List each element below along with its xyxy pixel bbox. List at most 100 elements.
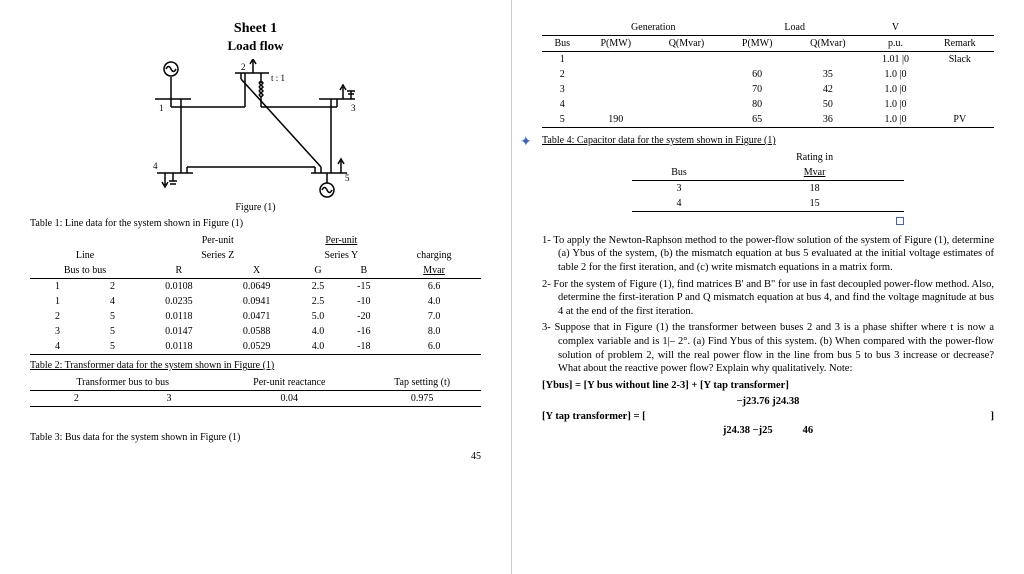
table3-caption: Table 3: Bus data for the system shown i… (30, 431, 481, 444)
table-cell (649, 67, 724, 82)
table-cell: 0.0529 (218, 339, 296, 355)
table-cell (649, 97, 724, 112)
table-cell: 7.0 (387, 309, 481, 324)
table-cell: 1 (542, 52, 583, 68)
table-cell: 4.0 (296, 339, 341, 355)
table-2: Transformer bus to bus Per-unit reactanc… (30, 375, 481, 407)
eq-ybus: [Ybus] = [Y bus without line 2-3] + [Y t… (542, 379, 994, 393)
table-cell: 2 (30, 309, 85, 324)
table-cell: 5 (85, 309, 140, 324)
table-cell: -15 (340, 279, 387, 295)
svg-text:3: 3 (351, 103, 356, 113)
t1-pu: Per-unit (140, 233, 296, 248)
table-cell: 4 (542, 97, 583, 112)
figure-1: 12 t : 1 345 (30, 59, 481, 199)
eq-ytap: [Y tap transformer] = [ ] (542, 410, 994, 424)
question-3: 3- Suppose that in Figure (1) the transf… (542, 321, 994, 376)
table-cell: 65 (724, 112, 790, 128)
table-cell: 5.0 (296, 309, 341, 324)
question-1: 1- To apply the Newton-Raphson method to… (542, 234, 994, 275)
table-cell: 5 (542, 112, 583, 128)
t1-puY: Per-unit (296, 233, 388, 248)
t2-pur: Per-unit reactance (215, 375, 363, 391)
table-cell: 50 (790, 97, 865, 112)
table-cell: 1.0 |0 (865, 112, 925, 128)
table-cell: 5 (85, 339, 140, 355)
eq-matrix-row1: −j23.76 j24.38 (542, 395, 994, 409)
t2-a: 2 (30, 391, 123, 407)
t4-rating: Rating in (726, 150, 904, 165)
t4-bus: Bus (632, 165, 725, 181)
table-cell: 0.0471 (218, 309, 296, 324)
table-cell (926, 97, 994, 112)
table-cell: -18 (340, 339, 387, 355)
t1-m: Mvar (387, 263, 481, 279)
table-cell: 0.0588 (218, 324, 296, 339)
t2-t: 0.975 (363, 391, 481, 407)
table-cell: 6.6 (387, 279, 481, 295)
t1-btb: Bus to bus (30, 263, 140, 279)
table-cell: 8.0 (387, 324, 481, 339)
page-45: Sheet 1 Load flow (0, 0, 512, 574)
t2-b: 3 (123, 391, 216, 407)
table-cell (583, 52, 649, 68)
t3-rem: Remark (926, 36, 994, 52)
table-cell: 2 (85, 279, 140, 295)
table-cell: 80 (724, 97, 790, 112)
t1-x: X (218, 263, 296, 279)
table-cell: 5 (85, 324, 140, 339)
t1-line: Line (30, 248, 140, 263)
table-cell: 0.0235 (140, 294, 218, 309)
t3-v: V (865, 20, 925, 36)
page-num-left: 45 (30, 450, 481, 463)
table-cell: 42 (790, 82, 865, 97)
sheet-subtitle: Load flow (30, 38, 481, 55)
t3-pmw2: P(MW) (724, 36, 790, 52)
t1-b: B (340, 263, 387, 279)
t4-mvar: Mvar (726, 165, 904, 181)
page-46: Generation Load V Bus P(MW) Q(Mvar) P(MW… (512, 0, 1024, 574)
marker-icon: ✦ (520, 134, 532, 152)
table-cell: 3 (542, 82, 583, 97)
table-cell: PV (926, 112, 994, 128)
table-cell (926, 82, 994, 97)
table-cell: 1.0 |0 (865, 67, 925, 82)
svg-text:t : 1: t : 1 (271, 73, 285, 83)
t3-pmw: P(MW) (583, 36, 649, 52)
table-cell: 0.0649 (218, 279, 296, 295)
t3-qmv: Q(Mvar) (649, 36, 724, 52)
eq-matrix-row2: j24.38 −j25 46 (542, 424, 994, 438)
table-cell: 1.01 |0 (865, 52, 925, 68)
table1-caption: Table 1: Line data for the system shown … (30, 217, 481, 230)
table-cell: 1.0 |0 (865, 97, 925, 112)
svg-text:5: 5 (345, 173, 350, 183)
table-cell (926, 67, 994, 82)
t2-x: 0.04 (215, 391, 363, 407)
t2-tap: Tap setting (t) (363, 375, 481, 391)
table-1: Per-unit Per-unit Line Series Z Series Y… (30, 233, 481, 355)
svg-text:2: 2 (241, 62, 246, 72)
table-cell: 15 (726, 196, 904, 212)
table2-caption: Table 2: Transformer data for the system… (30, 359, 481, 372)
table-cell (583, 97, 649, 112)
table-cell: 0.0108 (140, 279, 218, 295)
table-cell (583, 67, 649, 82)
t3-qmv2: Q(Mvar) (790, 36, 865, 52)
table-cell: 1.0 |0 (865, 82, 925, 97)
table-3: Generation Load V Bus P(MW) Q(Mvar) P(MW… (542, 20, 994, 128)
table-cell (649, 82, 724, 97)
table-cell: 1 (30, 279, 85, 295)
table-cell: 0.0941 (218, 294, 296, 309)
table-cell: 0.0147 (140, 324, 218, 339)
table-cell: 4.0 (296, 324, 341, 339)
table-cell: 0.0118 (140, 309, 218, 324)
table-cell: 60 (724, 67, 790, 82)
selection-handle-icon (896, 217, 904, 225)
eq-l: [Y tap transformer] = [ (542, 410, 646, 424)
table-cell: 2.5 (296, 279, 341, 295)
table-cell: 4 (30, 339, 85, 355)
table-cell: 1 (30, 294, 85, 309)
table-cell (724, 52, 790, 68)
table-cell (649, 112, 724, 128)
figure-caption: Figure (1) (30, 201, 481, 214)
